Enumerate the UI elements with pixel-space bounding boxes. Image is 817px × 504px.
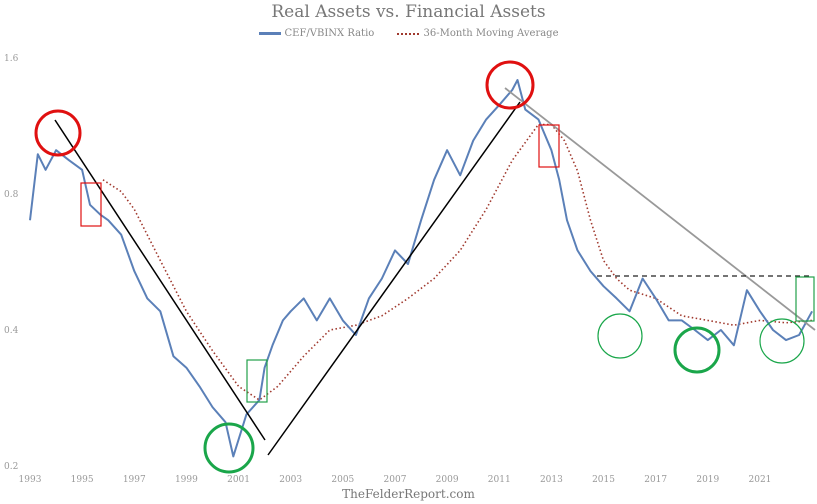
chart-title: Real Assets vs. Financial Assets — [271, 2, 546, 22]
moving-average-line — [102, 123, 813, 401]
x-tick-label: 2009 — [436, 475, 459, 485]
x-tick-label: 2011 — [488, 475, 511, 485]
peak-circle-2 — [485, 60, 535, 110]
x-tick-label: 2013 — [540, 475, 563, 485]
sell-box-2 — [538, 124, 560, 168]
x-tick-label: 1993 — [19, 475, 42, 485]
source-label: TheFelderReport.com — [342, 487, 475, 501]
downtrend-line-2 — [504, 87, 816, 331]
downtrend-line-1 — [54, 119, 266, 441]
legend-item-ratio: CEF/VBINX Ratio — [258, 28, 375, 39]
x-tick-label: 2019 — [696, 475, 719, 485]
legend-item-ma: 36-Month Moving Average — [397, 28, 559, 39]
x-tick-label: 2003 — [279, 475, 302, 485]
peak-circle-1 — [34, 109, 82, 157]
y-tick-label: 0.2 — [4, 462, 18, 472]
x-tick-label: 2007 — [384, 475, 407, 485]
trough-circle-3 — [673, 326, 721, 374]
legend-label-ma: 36-Month Moving Average — [423, 28, 559, 39]
trough-circle-2 — [597, 313, 643, 359]
legend-label-ratio: CEF/VBINX Ratio — [284, 28, 375, 39]
ratio-line — [29, 79, 813, 458]
y-tick-label: 1.6 — [4, 54, 19, 64]
legend: CEF/VBINX Ratio 36-Month Moving Average — [0, 28, 817, 39]
uptrend-line — [267, 101, 521, 456]
x-tick-label: 1995 — [71, 475, 94, 485]
annotations — [34, 60, 816, 474]
legend-swatch-ratio — [258, 32, 281, 35]
legend-swatch-ma — [397, 32, 420, 35]
trough-circle-4 — [759, 318, 805, 364]
x-tick-label: 1999 — [175, 475, 198, 485]
buy-box-1 — [246, 359, 268, 403]
x-tick-label: 2021 — [749, 475, 772, 485]
y-tick-label: 0.4 — [4, 326, 19, 336]
x-tick-label: 2005 — [331, 475, 354, 485]
x-tick-label: 1997 — [123, 475, 146, 485]
x-tick-label: 2015 — [592, 475, 615, 485]
x-tick-label: 2001 — [227, 475, 250, 485]
trough-circle-1 — [203, 422, 255, 474]
y-tick-label: 0.8 — [4, 190, 19, 200]
x-tick-label: 2017 — [644, 475, 667, 485]
sell-box-1 — [80, 182, 102, 227]
buy-box-2 — [795, 276, 815, 322]
